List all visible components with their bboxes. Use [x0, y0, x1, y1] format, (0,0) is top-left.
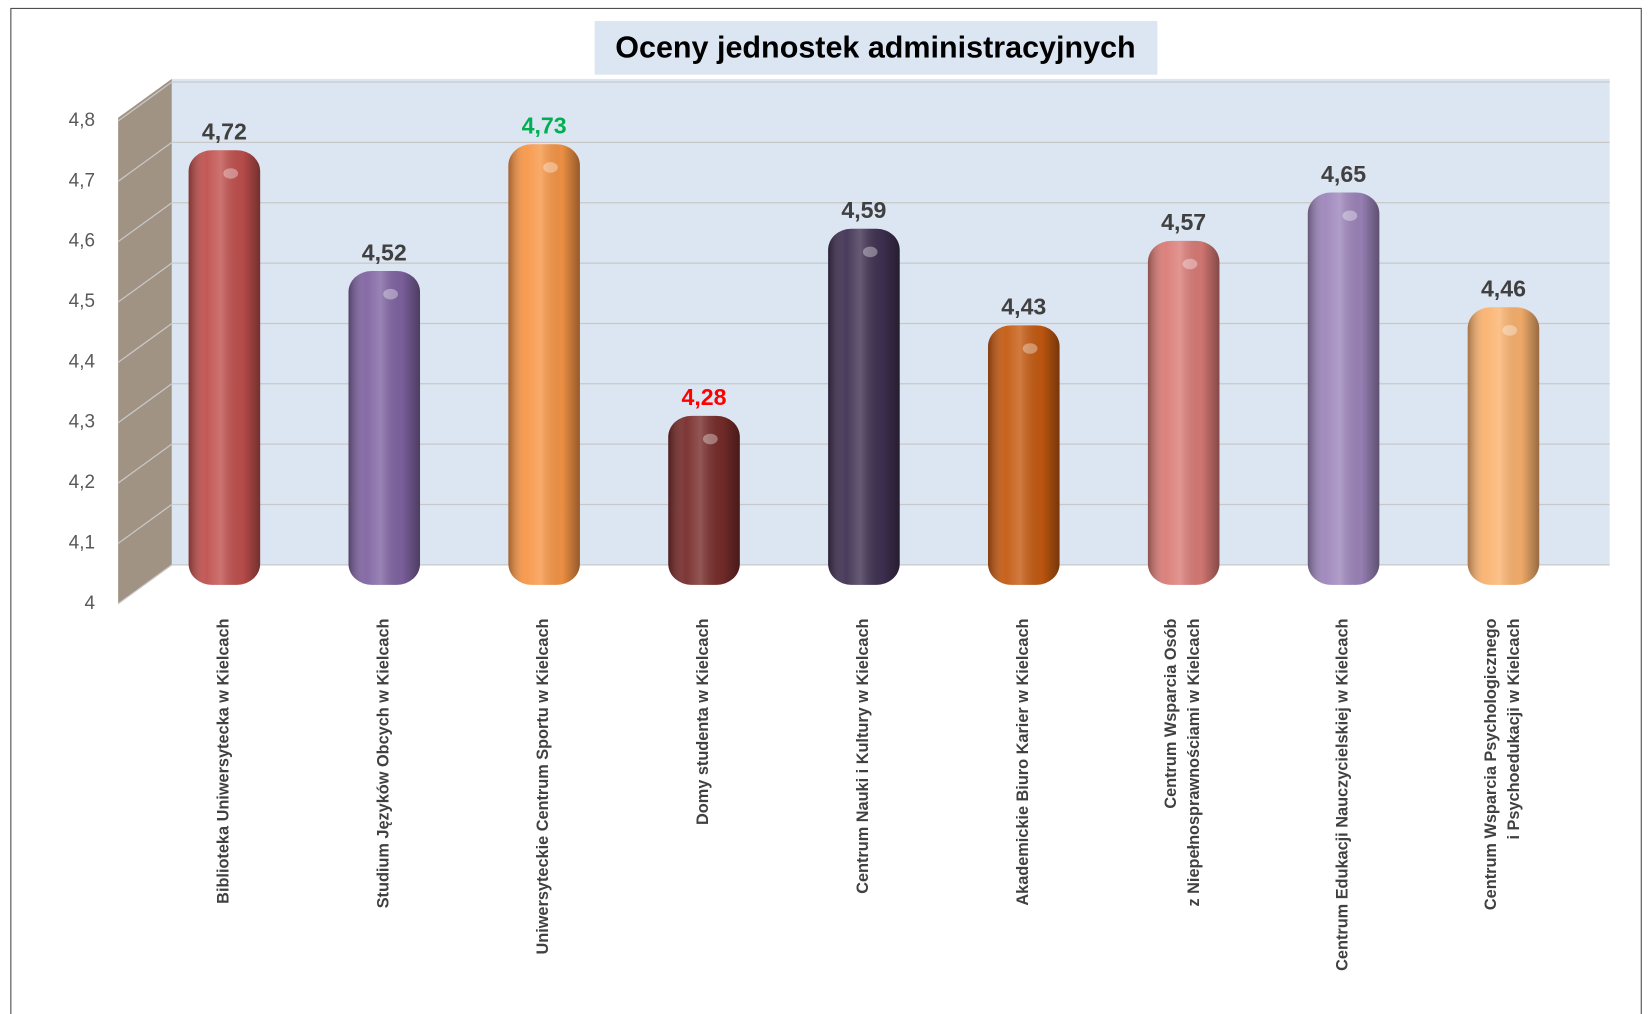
- bar-highlight: [543, 162, 558, 173]
- bar-shine: [348, 271, 421, 585]
- value-label: 4,57: [1161, 209, 1206, 235]
- side-grid-line: [117, 262, 173, 303]
- x-tick-label: Biblioteka Uniwersytecka w Kielcach: [215, 618, 233, 903]
- side-grid-line: [117, 81, 173, 122]
- x-tick-label: Akademickie Biuro Karier w Kielcach: [1014, 618, 1032, 905]
- x-tick-label: Centrum Wsparcia Osób z Niepełnosprawnośc…: [1162, 618, 1203, 906]
- bar-highlight: [1022, 343, 1038, 354]
- side-grid-line: [117, 503, 173, 544]
- y-tick-label: 4,5: [69, 291, 95, 312]
- bar-highlight: [223, 168, 239, 179]
- y-tick-label: 4,8: [69, 110, 95, 131]
- y-tick-label: 4,2: [69, 472, 95, 493]
- value-label: 4,28: [682, 384, 727, 410]
- bar-shine: [828, 228, 900, 585]
- y-tick-label: 4,3: [69, 412, 95, 433]
- bar-shine: [668, 415, 740, 585]
- x-tick-label: Uniwersyteckie Centrum Sportu w Kielcach: [534, 618, 552, 954]
- side-wall: [118, 78, 172, 604]
- bar-shine: [188, 150, 261, 585]
- side-grid-line: [117, 383, 173, 424]
- side-grid-line: [117, 443, 173, 484]
- y-tick-label: 4,1: [69, 532, 95, 553]
- bar-shine: [1307, 192, 1380, 585]
- bar-highlight: [702, 433, 718, 445]
- value-label: 4,72: [202, 119, 247, 145]
- value-label: 4,43: [1001, 294, 1046, 320]
- value-label: 4,52: [362, 239, 407, 265]
- side-grid-line: [117, 141, 173, 182]
- side-grid-line: [117, 564, 173, 605]
- value-label: 4,73: [522, 113, 567, 139]
- x-tick-label: Studium Języków Obcych w Kielcach: [375, 618, 393, 908]
- bar-highlight: [383, 288, 398, 300]
- y-tick-label: 4,7: [69, 170, 95, 191]
- x-tick-label: Centrum Edukacji Nauczycielskiej w Kielc…: [1334, 618, 1352, 970]
- bar-shine: [1467, 307, 1540, 585]
- chart-title: Oceny jednostek administracyjnych: [615, 31, 1135, 65]
- value-label: 4,46: [1481, 276, 1526, 302]
- value-label: 4,65: [1321, 161, 1366, 187]
- y-tick-label: 4: [84, 593, 95, 614]
- bar-shine: [988, 325, 1060, 585]
- value-label: 4,59: [841, 197, 886, 223]
- x-tick-label: Centrum Nauki i Kultury w Kielcach: [854, 618, 872, 893]
- side-grid-line: [117, 202, 173, 243]
- bar-shine: [508, 144, 580, 585]
- bar-highlight: [1502, 325, 1518, 336]
- bar-highlight: [1182, 258, 1198, 270]
- side-grid-line: [117, 322, 173, 363]
- y-tick-label: 4,4: [69, 351, 95, 372]
- x-tick-label: Centrum Wsparcia Psychologicznego i Psych…: [1482, 618, 1523, 910]
- title-box: [594, 21, 1158, 75]
- x-tick-label: Domy studenta w Kielcach: [694, 618, 712, 824]
- bar-highlight: [862, 246, 878, 258]
- y-tick-label: 4,6: [69, 231, 95, 252]
- bar-shine: [1147, 240, 1220, 585]
- bar-highlight: [1342, 210, 1358, 221]
